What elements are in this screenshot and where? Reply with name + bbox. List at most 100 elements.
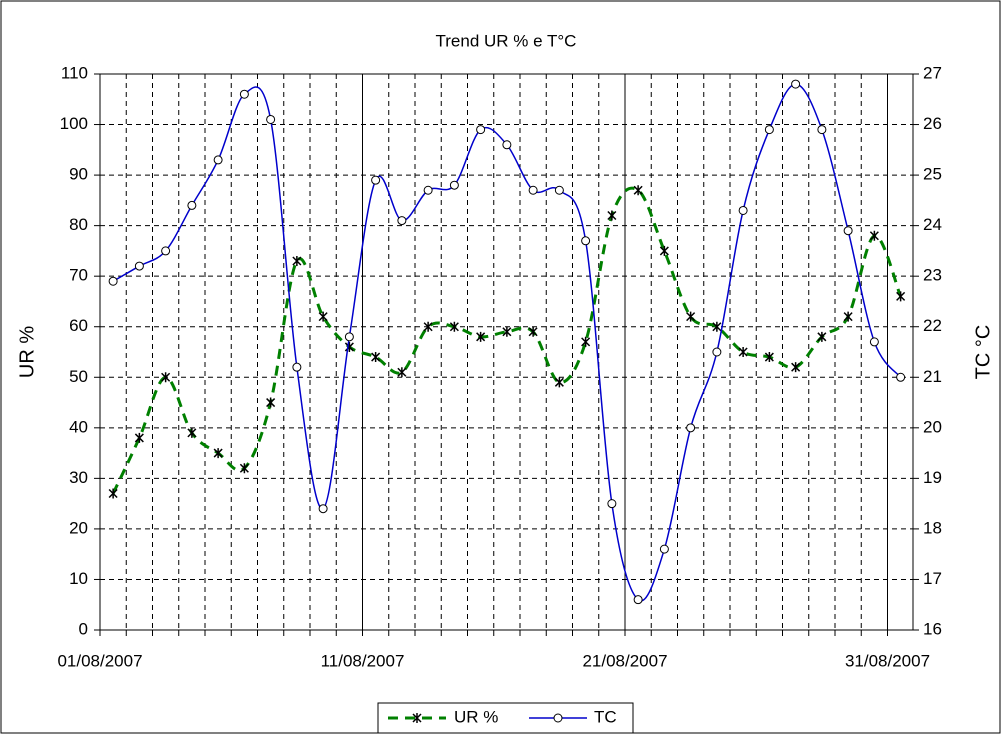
data-point bbox=[843, 226, 853, 236]
data-point bbox=[449, 321, 459, 332]
data-point bbox=[607, 499, 617, 509]
legend-label: TC bbox=[594, 707, 617, 726]
y-tick-label: 10 bbox=[69, 569, 88, 588]
y2-tick-label: 18 bbox=[923, 518, 942, 537]
data-point bbox=[843, 311, 853, 322]
plot-border bbox=[99, 73, 914, 631]
data-point bbox=[633, 185, 643, 196]
data-point bbox=[528, 326, 538, 337]
y-tick-label: 40 bbox=[69, 417, 88, 436]
data-point bbox=[161, 372, 171, 383]
y2-tick-label: 22 bbox=[923, 316, 942, 335]
data-point bbox=[318, 504, 328, 514]
data-point bbox=[869, 337, 879, 347]
y2-tick-label: 19 bbox=[923, 468, 942, 487]
y2-tick-label: 26 bbox=[923, 114, 942, 133]
data-point bbox=[292, 256, 302, 267]
legend-label: UR % bbox=[454, 707, 498, 726]
data-point bbox=[712, 347, 722, 357]
data-point bbox=[554, 185, 564, 195]
y2-tick-label: 23 bbox=[923, 266, 942, 285]
data-point bbox=[817, 331, 827, 342]
data-point bbox=[659, 544, 669, 554]
y-tick-label: 50 bbox=[69, 367, 88, 386]
data-point bbox=[764, 125, 774, 135]
y-tick-label: 0 bbox=[79, 619, 88, 638]
data-point bbox=[659, 245, 669, 256]
data-point bbox=[239, 463, 249, 474]
legend-box bbox=[377, 702, 634, 734]
data-point bbox=[581, 336, 591, 347]
data-point bbox=[239, 89, 249, 99]
y2-tick-label: 20 bbox=[923, 417, 942, 436]
data-point bbox=[449, 180, 459, 190]
series-line bbox=[112, 83, 902, 602]
data-point bbox=[686, 311, 696, 322]
y-tick-label: 90 bbox=[69, 165, 88, 184]
data-point bbox=[292, 362, 302, 372]
y2-tick-label: 17 bbox=[923, 569, 942, 588]
data-point bbox=[371, 175, 381, 185]
data-point bbox=[344, 341, 354, 352]
data-point bbox=[764, 352, 774, 363]
data-point bbox=[108, 488, 118, 499]
plot-area bbox=[100, 74, 913, 630]
data-point bbox=[869, 230, 879, 241]
data-point bbox=[791, 79, 801, 89]
data-point bbox=[397, 216, 407, 226]
y-tick-label: 30 bbox=[69, 468, 88, 487]
data-point bbox=[423, 321, 433, 332]
data-point bbox=[896, 372, 906, 382]
data-point bbox=[134, 432, 144, 443]
data-point bbox=[318, 311, 328, 322]
data-point bbox=[371, 352, 381, 363]
y-tick-label: 100 bbox=[60, 114, 88, 133]
data-point bbox=[633, 595, 643, 605]
data-point bbox=[738, 347, 748, 357]
data-point bbox=[213, 448, 223, 459]
data-point bbox=[397, 367, 407, 378]
data-point bbox=[502, 140, 512, 150]
data-point bbox=[528, 185, 538, 195]
data-point bbox=[607, 210, 617, 221]
x-tick-label: 21/08/2007 bbox=[582, 651, 667, 670]
data-point bbox=[817, 125, 827, 135]
legend-marker bbox=[412, 713, 422, 723]
data-point bbox=[344, 332, 354, 342]
y2-tick-label: 25 bbox=[923, 165, 942, 184]
chart-title: Trend UR % e T°C bbox=[436, 31, 577, 50]
data-point bbox=[476, 125, 486, 135]
y-tick-label: 110 bbox=[61, 63, 88, 82]
y2-tick-label: 21 bbox=[923, 367, 942, 386]
data-point bbox=[896, 291, 906, 302]
data-point bbox=[187, 427, 197, 438]
y2-axis-label: TC °C bbox=[972, 325, 994, 380]
data-point bbox=[213, 155, 223, 165]
y-tick-label: 70 bbox=[69, 266, 88, 285]
data-point bbox=[686, 423, 696, 433]
y-tick-label: 60 bbox=[69, 316, 88, 335]
x-tick-label: 31/08/2007 bbox=[845, 651, 930, 670]
data-point bbox=[266, 114, 276, 124]
legend-marker bbox=[553, 713, 563, 723]
y-axis-label: UR % bbox=[16, 326, 38, 378]
data-point bbox=[187, 200, 197, 210]
data-point bbox=[502, 326, 512, 337]
y2-tick-label: 27 bbox=[923, 63, 942, 82]
data-point bbox=[161, 246, 171, 256]
data-point bbox=[712, 321, 722, 332]
data-point bbox=[266, 397, 276, 408]
y2-tick-label: 24 bbox=[923, 215, 942, 234]
y2-tick-label: 16 bbox=[923, 619, 942, 638]
data-point bbox=[476, 331, 486, 342]
data-point bbox=[581, 236, 591, 246]
data-point bbox=[738, 205, 748, 215]
data-point bbox=[423, 185, 433, 195]
x-tick-label: 01/08/2007 bbox=[57, 651, 142, 670]
data-point bbox=[791, 362, 801, 373]
x-tick-label: 11/08/2007 bbox=[321, 651, 405, 670]
y-tick-label: 20 bbox=[69, 518, 88, 537]
data-point bbox=[108, 276, 118, 286]
data-point bbox=[134, 261, 144, 271]
